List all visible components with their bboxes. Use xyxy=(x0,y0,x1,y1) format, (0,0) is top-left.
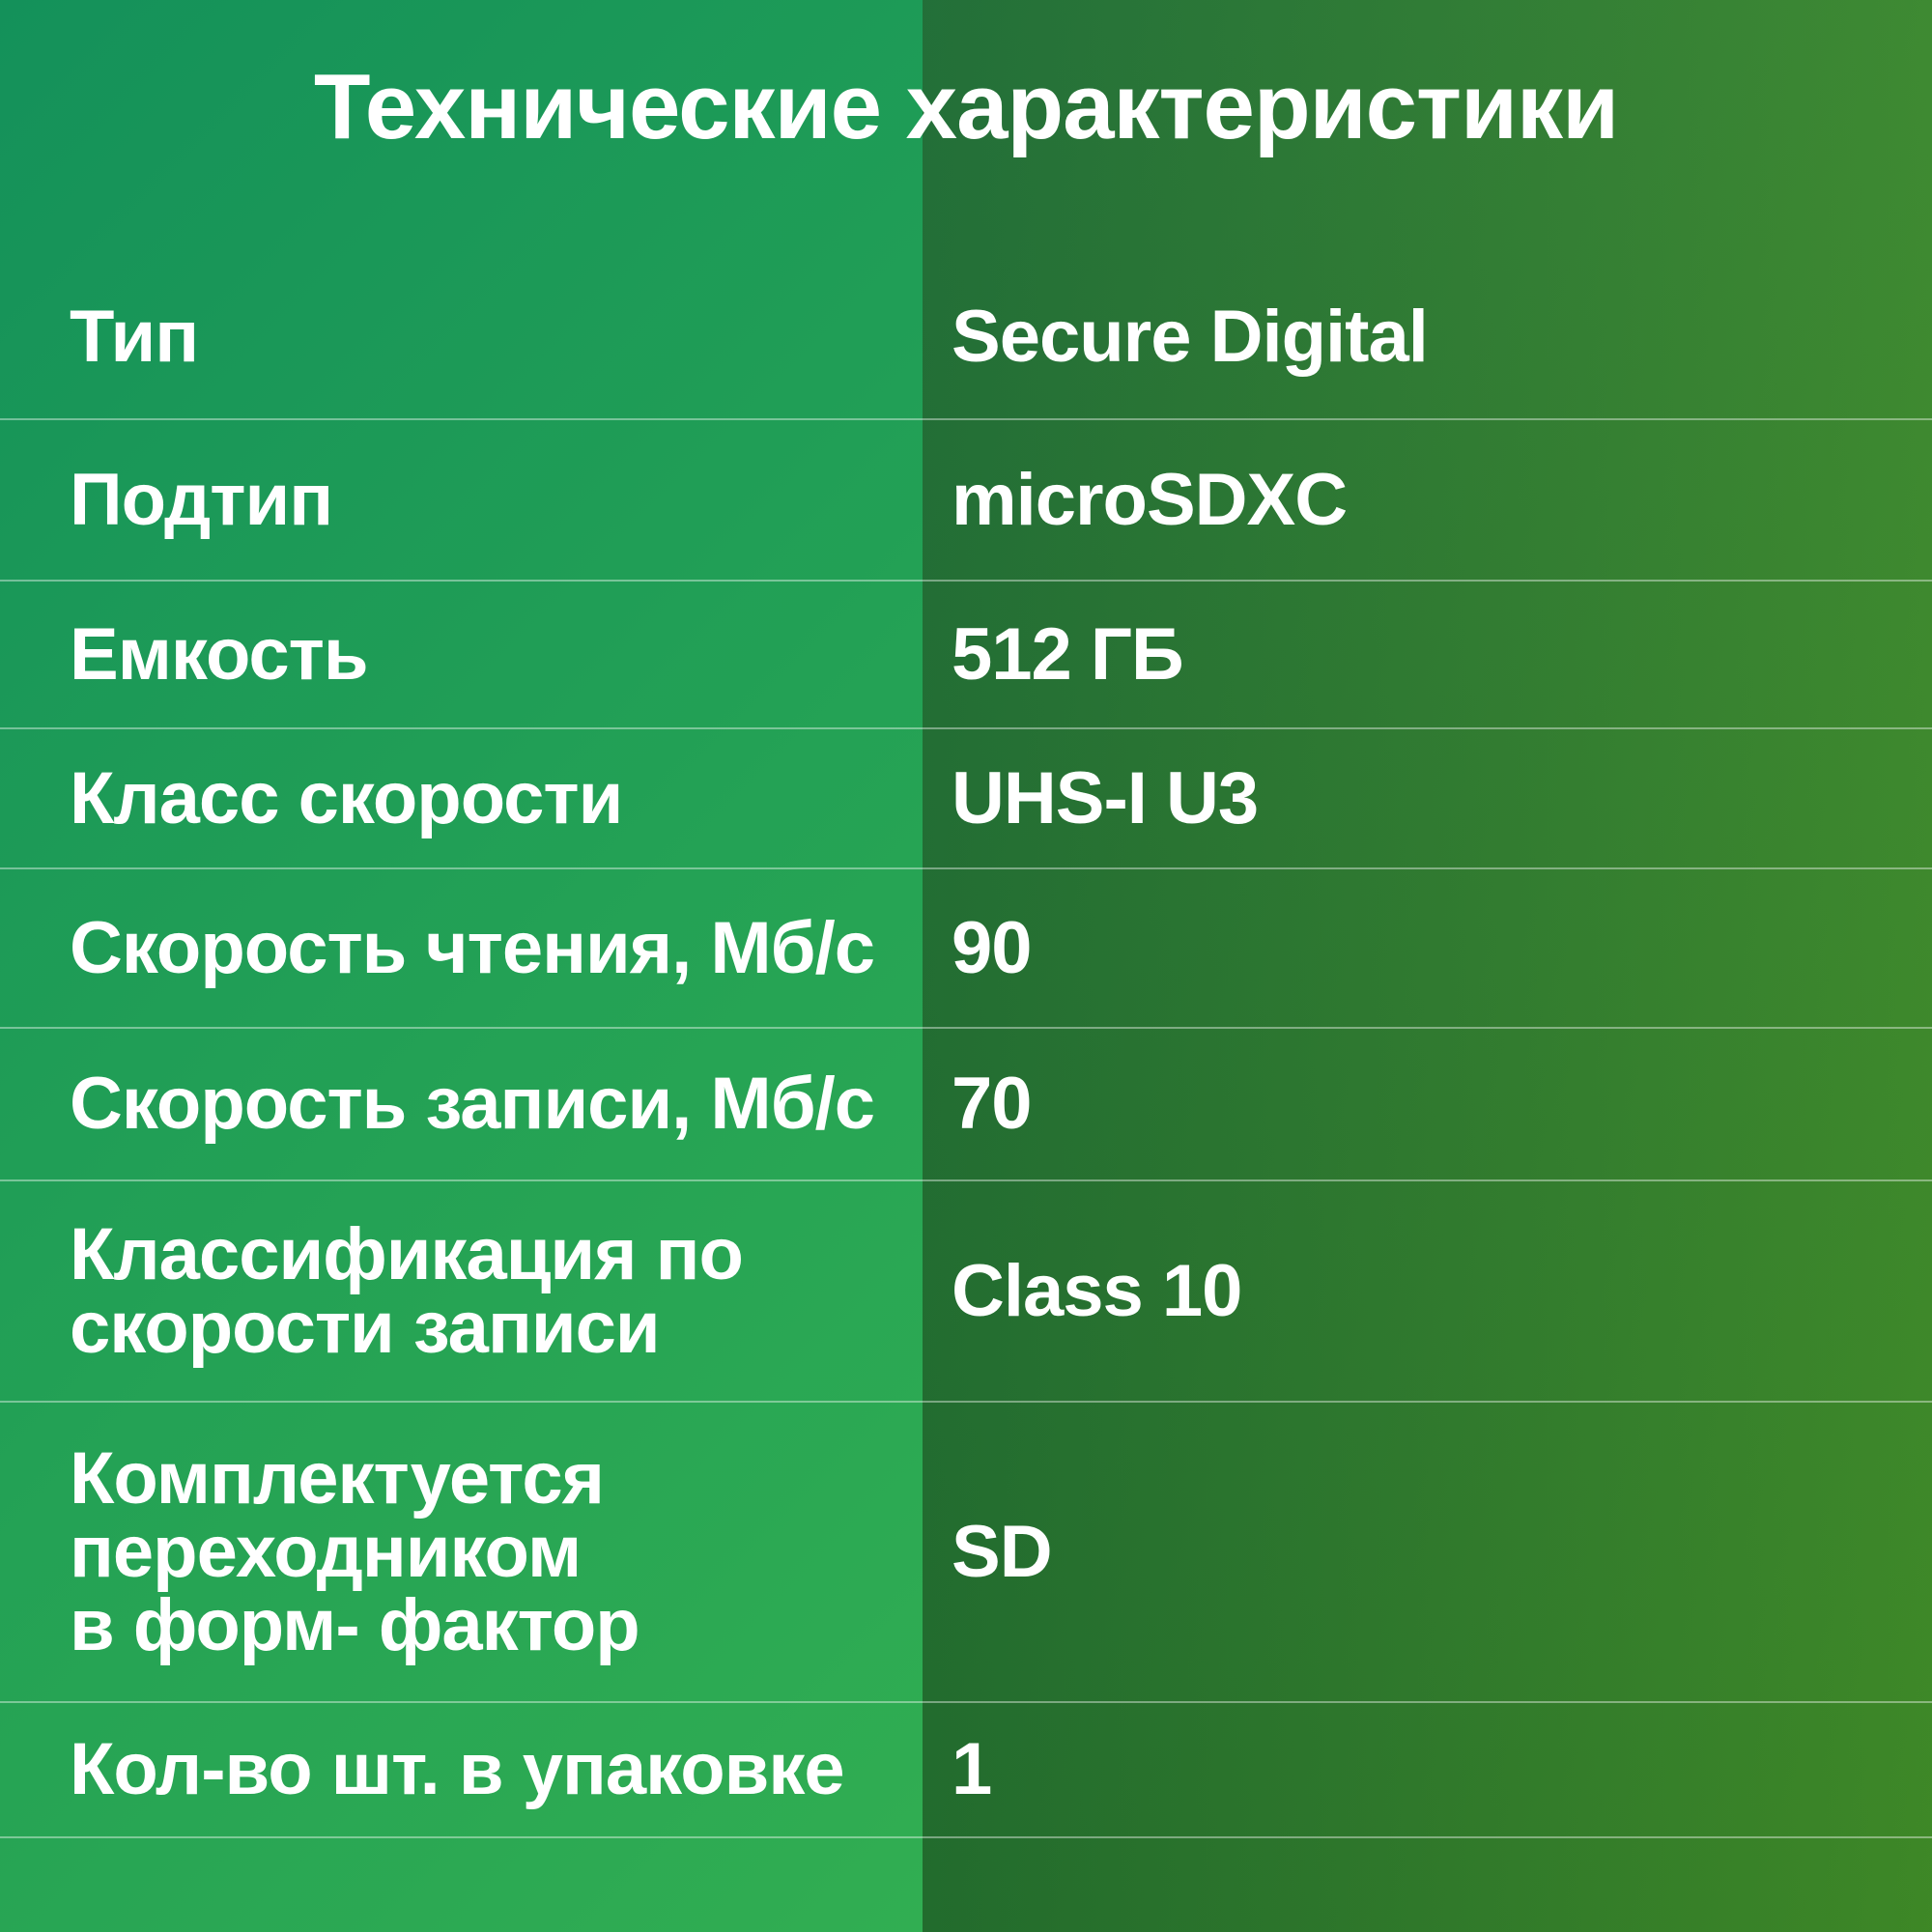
table-row: Подтип microSDXC xyxy=(0,420,1932,582)
table-row: Комплектуется переходником в форм- факто… xyxy=(0,1403,1932,1703)
spec-label: Класс скорости xyxy=(70,756,623,839)
table-row: Скорость записи, Мб/с 70 xyxy=(0,1029,1932,1181)
table-row: Скорость чтения, Мб/с 90 xyxy=(0,869,1932,1029)
spec-label: Емкость xyxy=(70,612,369,696)
table-row: Емкость 512 ГБ xyxy=(0,582,1932,729)
spec-label: Скорость записи, Мб/с xyxy=(70,1063,875,1145)
spec-label: Скорость чтения, Мб/с xyxy=(70,906,875,989)
spec-value: 1 xyxy=(952,1728,992,1810)
spec-label: Комплектуется переходником в форм- факто… xyxy=(70,1436,640,1666)
spec-label: Кол-во шт. в упаковке xyxy=(70,1728,845,1810)
spec-label: Подтип xyxy=(70,458,333,541)
spec-value: microSDXC xyxy=(952,458,1348,541)
spec-value: UHS-I U3 xyxy=(952,756,1259,839)
spec-value: 70 xyxy=(952,1063,1033,1145)
spec-value: Secure Digital xyxy=(952,296,1429,378)
spec-label: Тип xyxy=(70,296,199,378)
table-row: Кол-во шт. в упаковке 1 xyxy=(0,1703,1932,1838)
spec-value: SD xyxy=(952,1510,1053,1593)
spec-table: Тип Secure Digital Подтип microSDXC Емкость 5… xyxy=(0,256,1932,1838)
spec-value: Class 10 xyxy=(952,1249,1242,1332)
spec-value: 512 ГБ xyxy=(952,612,1184,696)
table-row: Класс скорости UHS-I U3 xyxy=(0,729,1932,869)
page-title: Технические характеристики xyxy=(313,55,1619,158)
table-row: Классификация по скорости записи Class 10 xyxy=(0,1181,1932,1403)
table-row: Тип Secure Digital xyxy=(0,256,1932,420)
background-left-panel xyxy=(0,0,923,1932)
spec-value: 90 xyxy=(952,906,1033,989)
background-right-panel xyxy=(923,0,1932,1932)
spec-label: Классификация по скорости записи xyxy=(70,1212,744,1369)
